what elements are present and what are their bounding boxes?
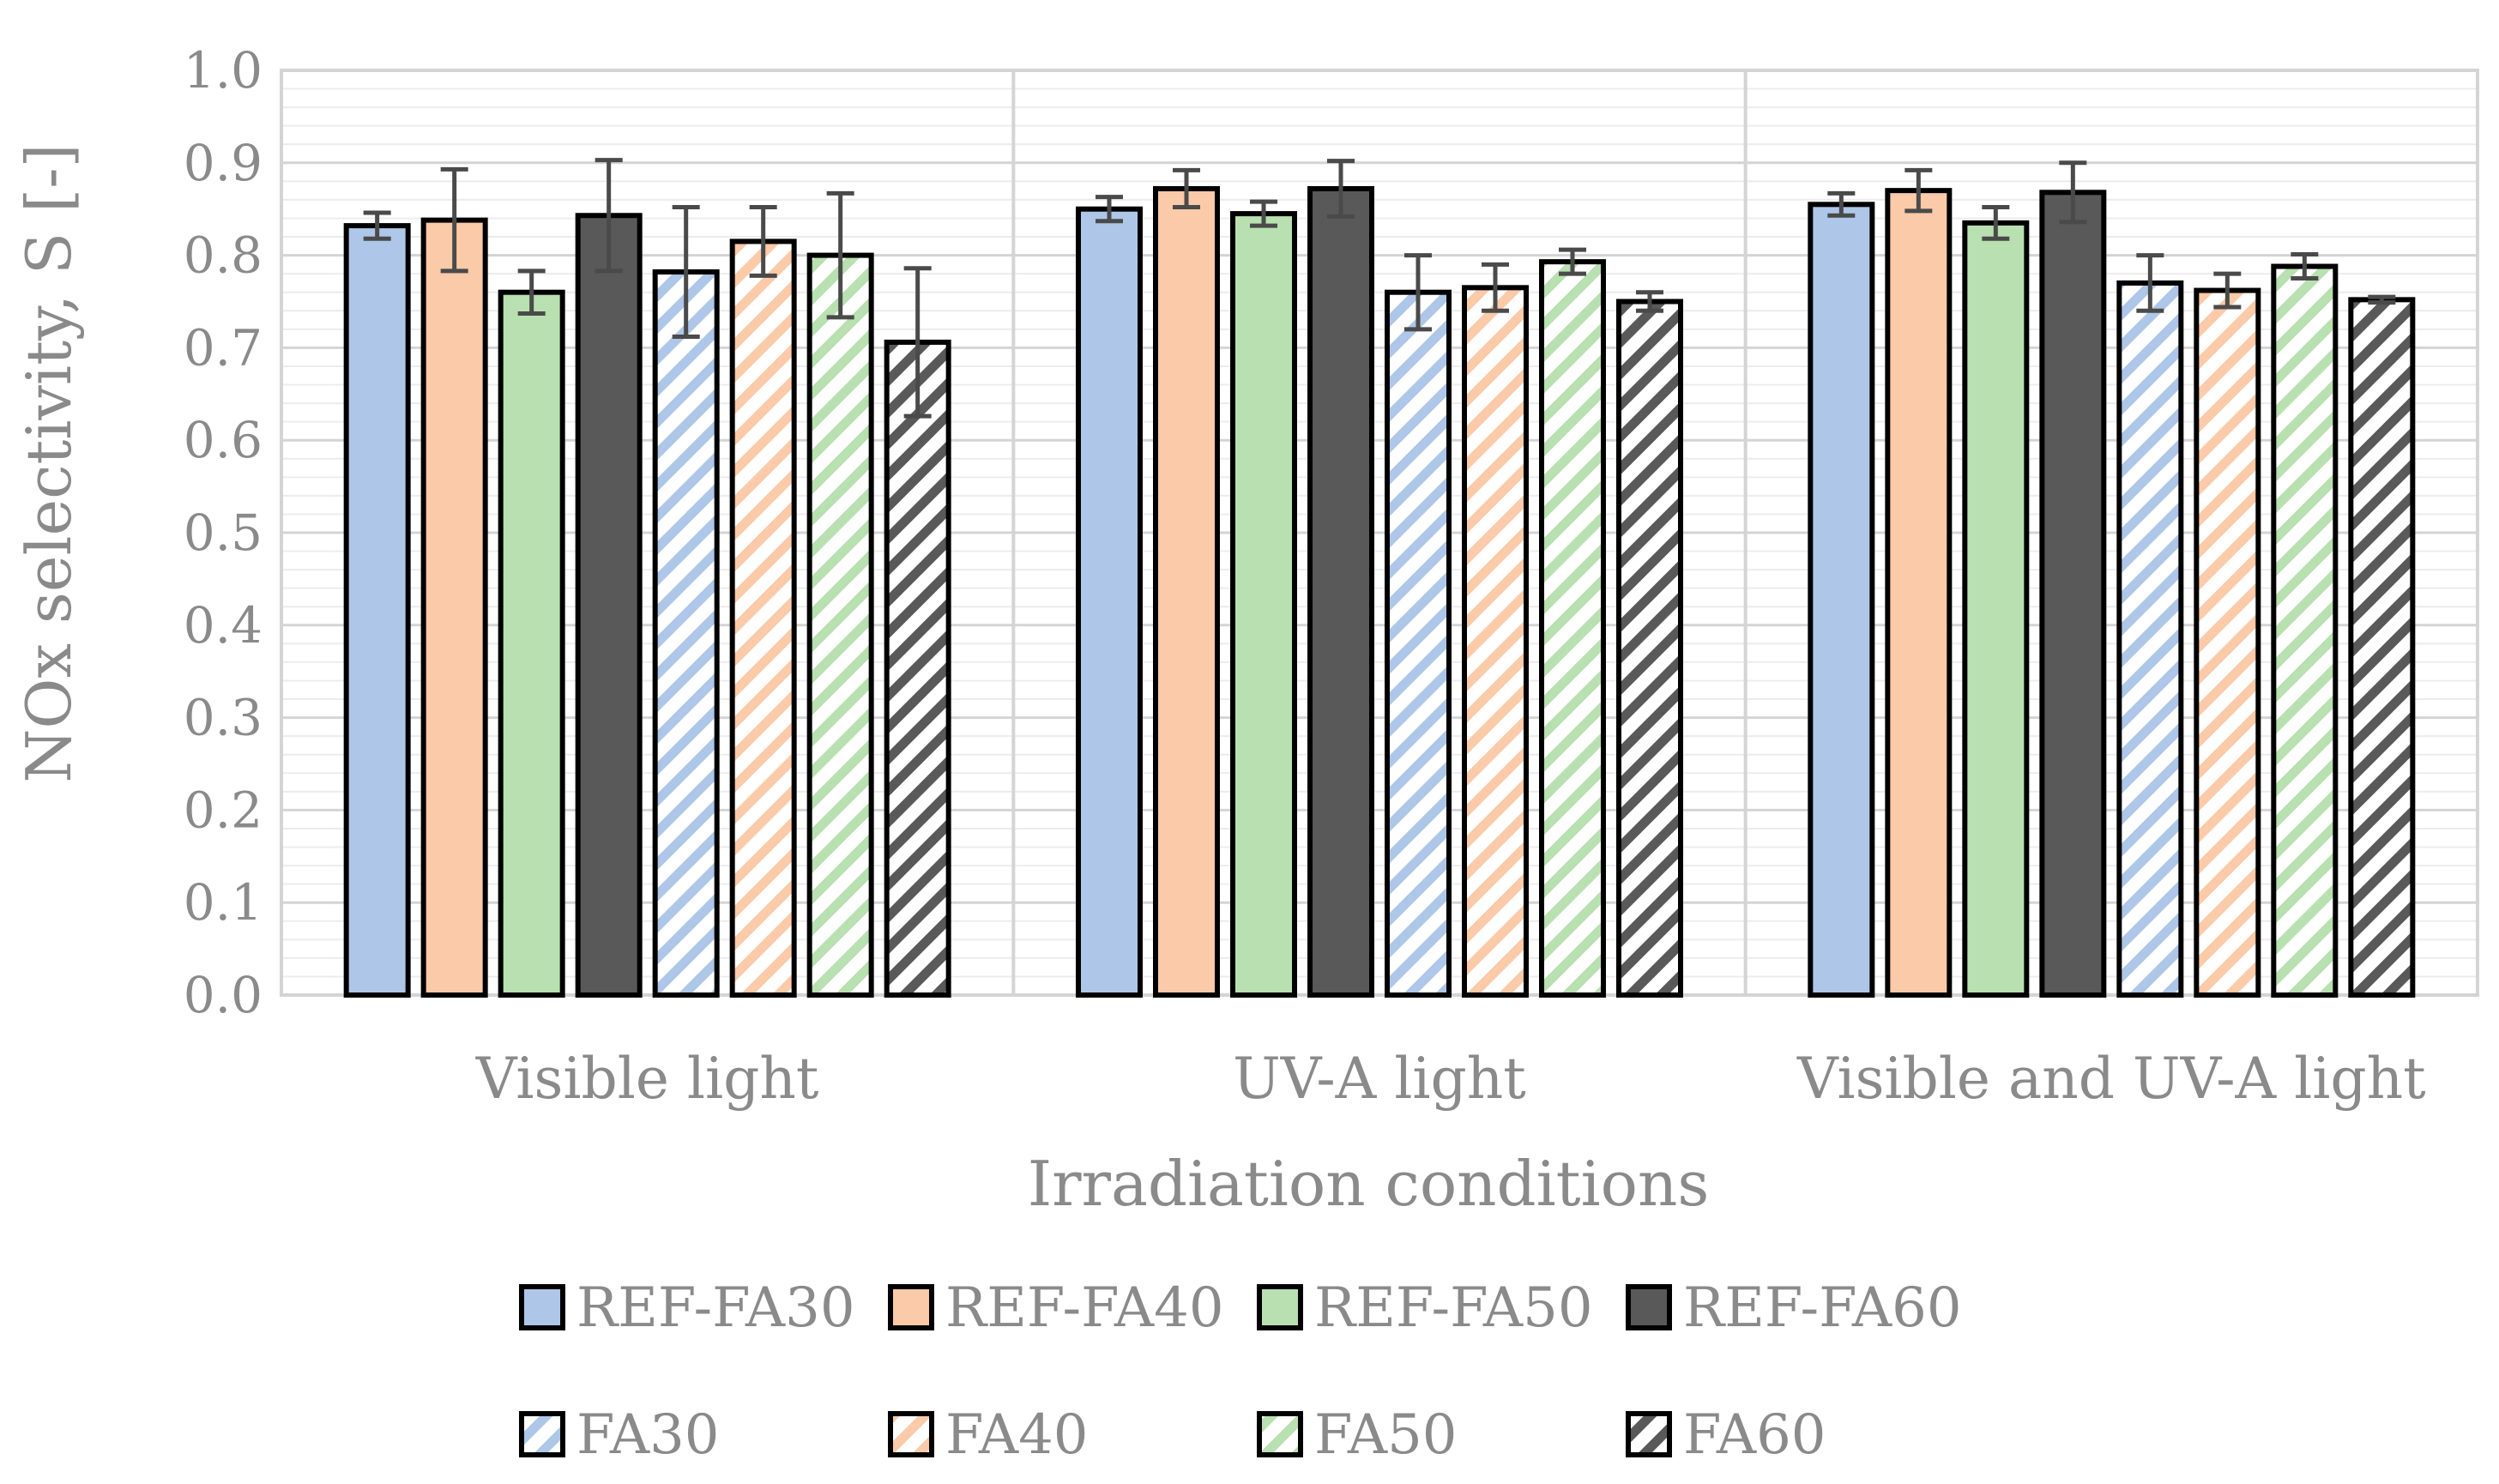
y-axis-title: NOx selectivity, S [-]: [13, 143, 85, 782]
bar: [343, 223, 411, 998]
plot-frame: [280, 69, 2479, 997]
legend-swatch: [1257, 1411, 1303, 1457]
bar: [652, 269, 720, 998]
x-category-label: Visible light: [475, 1046, 818, 1112]
bar: [1153, 185, 1220, 998]
legend-swatch: [519, 1284, 565, 1330]
legend-label: FA50: [1314, 1403, 1458, 1467]
bar: [1307, 185, 1374, 998]
y-tick-label: 0.8: [184, 226, 263, 285]
legend-swatch: [1257, 1284, 1303, 1330]
legend-label: FA30: [576, 1403, 720, 1467]
bar: [1616, 299, 1683, 998]
x-category-label: UV-A light: [1233, 1046, 1526, 1112]
y-tick-label: 1.0: [184, 41, 263, 100]
y-tick-label: 0.2: [184, 781, 263, 839]
y-tick-label: 0.4: [184, 596, 263, 655]
bar: [806, 252, 874, 998]
legend-swatch: [888, 1411, 934, 1457]
bar: [884, 339, 951, 998]
y-tick-label: 0.5: [184, 504, 263, 562]
legend-swatch: [519, 1411, 565, 1457]
y-tick-label: 0.3: [184, 689, 263, 747]
legend-label: REF-FA30: [576, 1276, 855, 1340]
bar: [420, 217, 488, 998]
bar: [2039, 190, 2107, 998]
plot-area: 0.0 0.1 0.2 0.3 0.4 0.5 0.6 0.7 0.8 0.9 1.0 Visible…: [184, 41, 2479, 1112]
bar: [1462, 285, 1529, 998]
bar: [2194, 287, 2261, 998]
legend-label: REF-FA60: [1683, 1276, 1962, 1340]
bar: [498, 289, 565, 998]
bar: [1962, 220, 2030, 998]
bar: [1885, 188, 1953, 998]
y-tick-label: 0.9: [184, 134, 263, 192]
legend: REF-FA30 REF-FA40 REF-FA50 REF-FA60 FA30 FA40…: [519, 1276, 1962, 1467]
bar: [1385, 289, 1452, 998]
legend-label: FA40: [945, 1403, 1089, 1467]
bar: [575, 213, 643, 998]
y-tick-label: 0.1: [184, 873, 263, 932]
bar: [1539, 259, 1606, 998]
legend-label: FA60: [1683, 1403, 1826, 1467]
legend-swatch: [888, 1284, 934, 1330]
y-tick-label: 0.0: [184, 966, 263, 1024]
bar: [1808, 202, 1875, 998]
bar: [2348, 297, 2416, 998]
bar: [729, 238, 797, 998]
bar: [2271, 263, 2339, 998]
legend-swatch: [1626, 1284, 1672, 1330]
x-category-label: Visible and UV-A light: [1796, 1046, 2426, 1112]
bar: [1230, 211, 1297, 998]
y-tick-label: 0.6: [184, 411, 263, 469]
bar: [1076, 206, 1143, 998]
legend-label: REF-FA50: [1314, 1276, 1593, 1340]
y-tick-label: 0.7: [184, 318, 263, 377]
bar: [2116, 280, 2184, 998]
legend-label: REF-FA40: [945, 1276, 1224, 1340]
legend-swatch: [1626, 1411, 1672, 1457]
x-axis-title: Irradiation conditions: [1028, 1148, 1710, 1220]
